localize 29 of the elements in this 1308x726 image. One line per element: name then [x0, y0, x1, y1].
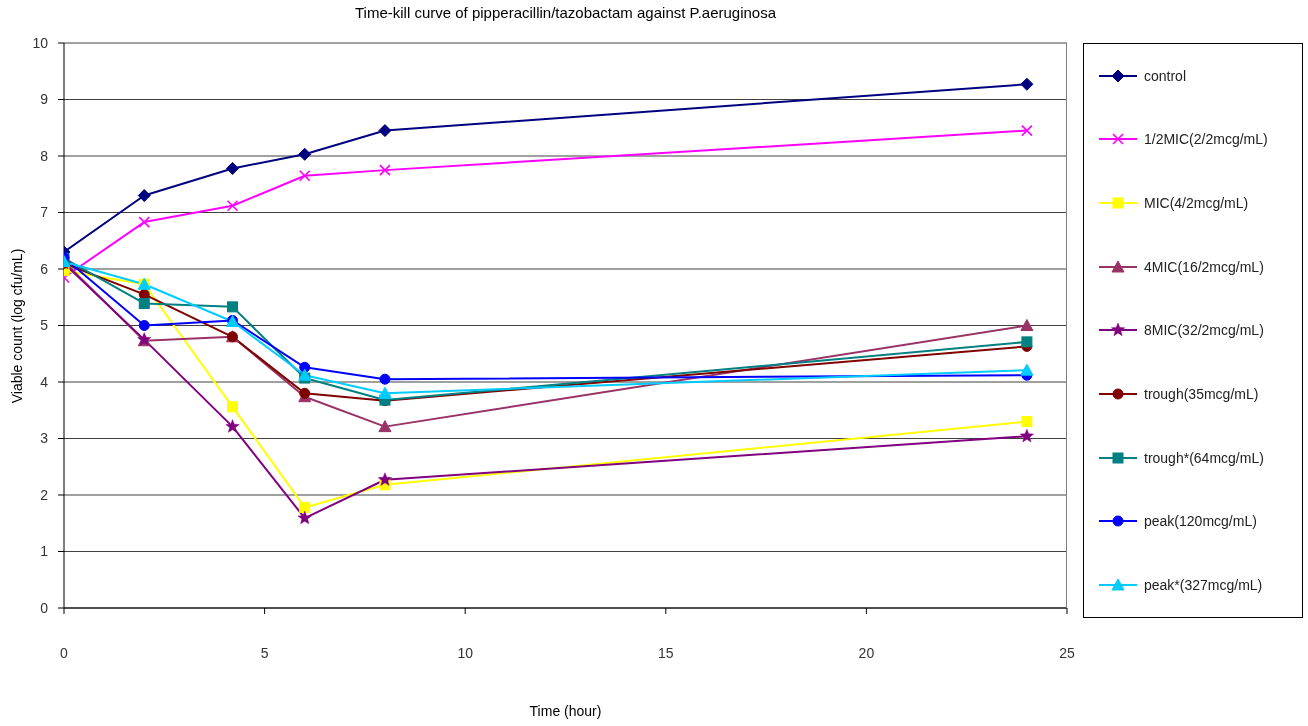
y-tick-label: 4: [40, 373, 49, 390]
legend-label: peak*(327mcg/mL): [1144, 577, 1263, 594]
y-tick-label: 2: [40, 486, 49, 503]
y-tick-label: 7: [40, 204, 49, 221]
legend-label: trough*(64mcg/mL): [1144, 449, 1264, 466]
x-tick-label: 15: [658, 644, 674, 661]
legend-label: 4MIC(16/2mcg/mL): [1144, 258, 1264, 275]
y-tick-label: 0: [40, 599, 49, 616]
x-tick-label: 20: [858, 644, 875, 661]
y-tick-label: 10: [32, 34, 49, 51]
y-tick-label: 6: [40, 260, 49, 277]
x-tick-label: 5: [260, 644, 269, 661]
legend-label: MIC(4/2mcg/mL): [1144, 195, 1249, 212]
legend-label: 1/2MIC(2/2mcg/mL): [1144, 131, 1268, 148]
y-tick-label: 8: [40, 147, 49, 164]
legend-label: trough(35mcg/mL): [1144, 386, 1259, 403]
y-tick-label: 3: [40, 430, 49, 447]
legend-label: 8MIC(32/2mcg/mL): [1144, 322, 1264, 339]
x-tick-label: 0: [60, 644, 69, 661]
x-tick-label: 10: [457, 644, 474, 661]
y-tick-label: 5: [40, 317, 49, 334]
legend-label: peak(120mcg/mL): [1144, 513, 1257, 530]
chart-title: Time-kill curve of pipperacillin/tazobactam against P.aeruginosa: [353, 4, 778, 21]
x-axis-title: Time (hour): [528, 703, 603, 719]
y-axis-title: Viable count (log cfu/mL): [9, 247, 26, 405]
y-tick-label: 9: [40, 91, 49, 108]
legend-label: control: [1144, 67, 1187, 84]
x-tick-label: 25: [1059, 644, 1075, 661]
y-tick-label: 1: [40, 543, 49, 560]
